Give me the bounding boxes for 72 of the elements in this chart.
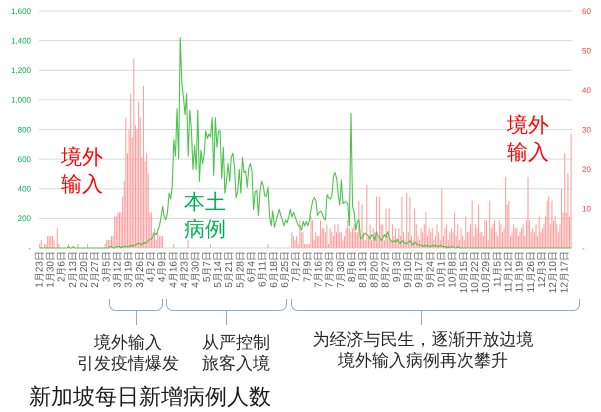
x-tick-label: 4月9日 (157, 251, 168, 282)
x-tick-label: 8月27日 (380, 251, 392, 288)
text: 为经济与民生，逐渐开放边境境外输入病例再次攀升 (312, 330, 534, 370)
x-tick-label: 9月10日 (402, 251, 414, 288)
x-tick-label: 5月7日 (202, 251, 213, 282)
x-tick-label: 2月20日 (78, 251, 90, 288)
y2-tick-label: 10 (582, 204, 592, 214)
x-tick-label: 10月8日 (448, 251, 459, 288)
x-tick-label: 6月25日 (280, 251, 292, 288)
x-tick-label: 3月12日 (112, 251, 124, 288)
x-tick-label: 9月17日 (414, 251, 426, 288)
x-tick-label: 12月3日 (536, 251, 548, 288)
line-series (39, 37, 572, 249)
x-tick-label: 4月2日 (146, 251, 158, 282)
y-tick-label: 800 (18, 125, 32, 134)
x-tick-label: 7月23日 (324, 251, 336, 288)
y2-tick-label: - (582, 244, 585, 253)
x-tick-label: 6月11日 (258, 251, 269, 287)
text: 境外输入引发疫情爆发 (77, 332, 179, 372)
series-label: 境外输入 (506, 114, 549, 164)
x-tick-label: 10月1日 (436, 251, 448, 288)
x-tick-label: 10月22日 (470, 251, 481, 294)
series-label: 本土病例 (184, 191, 226, 241)
x-tick-label: 1月23日 (34, 251, 46, 288)
y2-tick-label: 30 (582, 125, 592, 134)
x-tick-label: 4月23日 (180, 251, 191, 288)
x-tick-label: 7月2日 (291, 251, 302, 282)
x-tick-label: 8月20日 (369, 251, 380, 288)
x-tick-label: 2月27日 (90, 251, 102, 288)
y-tick-label: 1,200 (10, 66, 32, 76)
x-tick-label: 7月16日 (314, 251, 325, 288)
text: 境外输入 (61, 146, 103, 196)
y2-tick-label: 50 (582, 46, 592, 56)
x-tick-label: 7月30日 (336, 251, 347, 288)
x-tick-label: 1月30日 (45, 251, 56, 288)
x-tick-label: 11月5日 (492, 251, 504, 287)
x-tick-label: 2月13日 (68, 251, 79, 288)
x-tick-label: 6月4日 (246, 251, 258, 282)
y2-tick-label: 60 (582, 6, 592, 16)
text: 从严控制旅客入境 (202, 332, 270, 372)
text: 新加坡每日新增病例人数 (29, 384, 271, 409)
x-tick-label: 8月6日 (347, 251, 358, 282)
y-tick-label: 200 (18, 214, 32, 224)
x-tick-label: 10月15日 (458, 251, 470, 294)
x-tick-label: 9月24日 (425, 251, 436, 288)
y-tick-label: 1,400 (10, 36, 32, 46)
y2-tick-label: 40 (582, 86, 592, 95)
x-tick-label: 5月21日 (224, 251, 236, 288)
x-tick-label: 3月5日 (101, 251, 112, 282)
x-tick-label: 11月12日 (503, 251, 514, 293)
y-tick-label: 1,000 (10, 96, 32, 105)
x-tick-label: 5月14日 (213, 251, 224, 288)
x-tick-label: 4月30日 (190, 251, 202, 288)
x-tick-label: 3月19日 (124, 251, 135, 288)
x-tick-label: 11月19日 (514, 251, 526, 293)
x-tick-label: 2月6日 (56, 251, 68, 282)
y-tick-label: 600 (18, 154, 32, 164)
x-tick-label: 12月10日 (548, 251, 560, 294)
x-tick-label: 3月26日 (134, 251, 146, 288)
x-tick-label: 10月29日 (481, 251, 492, 294)
x-tick-label: 9月3日 (392, 251, 403, 282)
y2-tick-label: 20 (582, 164, 592, 174)
x-tick-label: 8月13日 (358, 251, 370, 288)
y-tick-label: - (28, 244, 32, 253)
x-tick-label: 11月26日 (526, 251, 537, 293)
x-tick-label: 4月16日 (168, 251, 180, 288)
x-tick-label: 12月17日 (559, 251, 570, 294)
x-tick-label: 6月18日 (268, 251, 280, 288)
x-tick-label: 7月9日 (302, 251, 314, 282)
y-tick-label: 400 (18, 184, 32, 194)
x-tick-label: 5月28日 (235, 251, 246, 288)
y-tick-label: 1,600 (10, 6, 32, 16)
